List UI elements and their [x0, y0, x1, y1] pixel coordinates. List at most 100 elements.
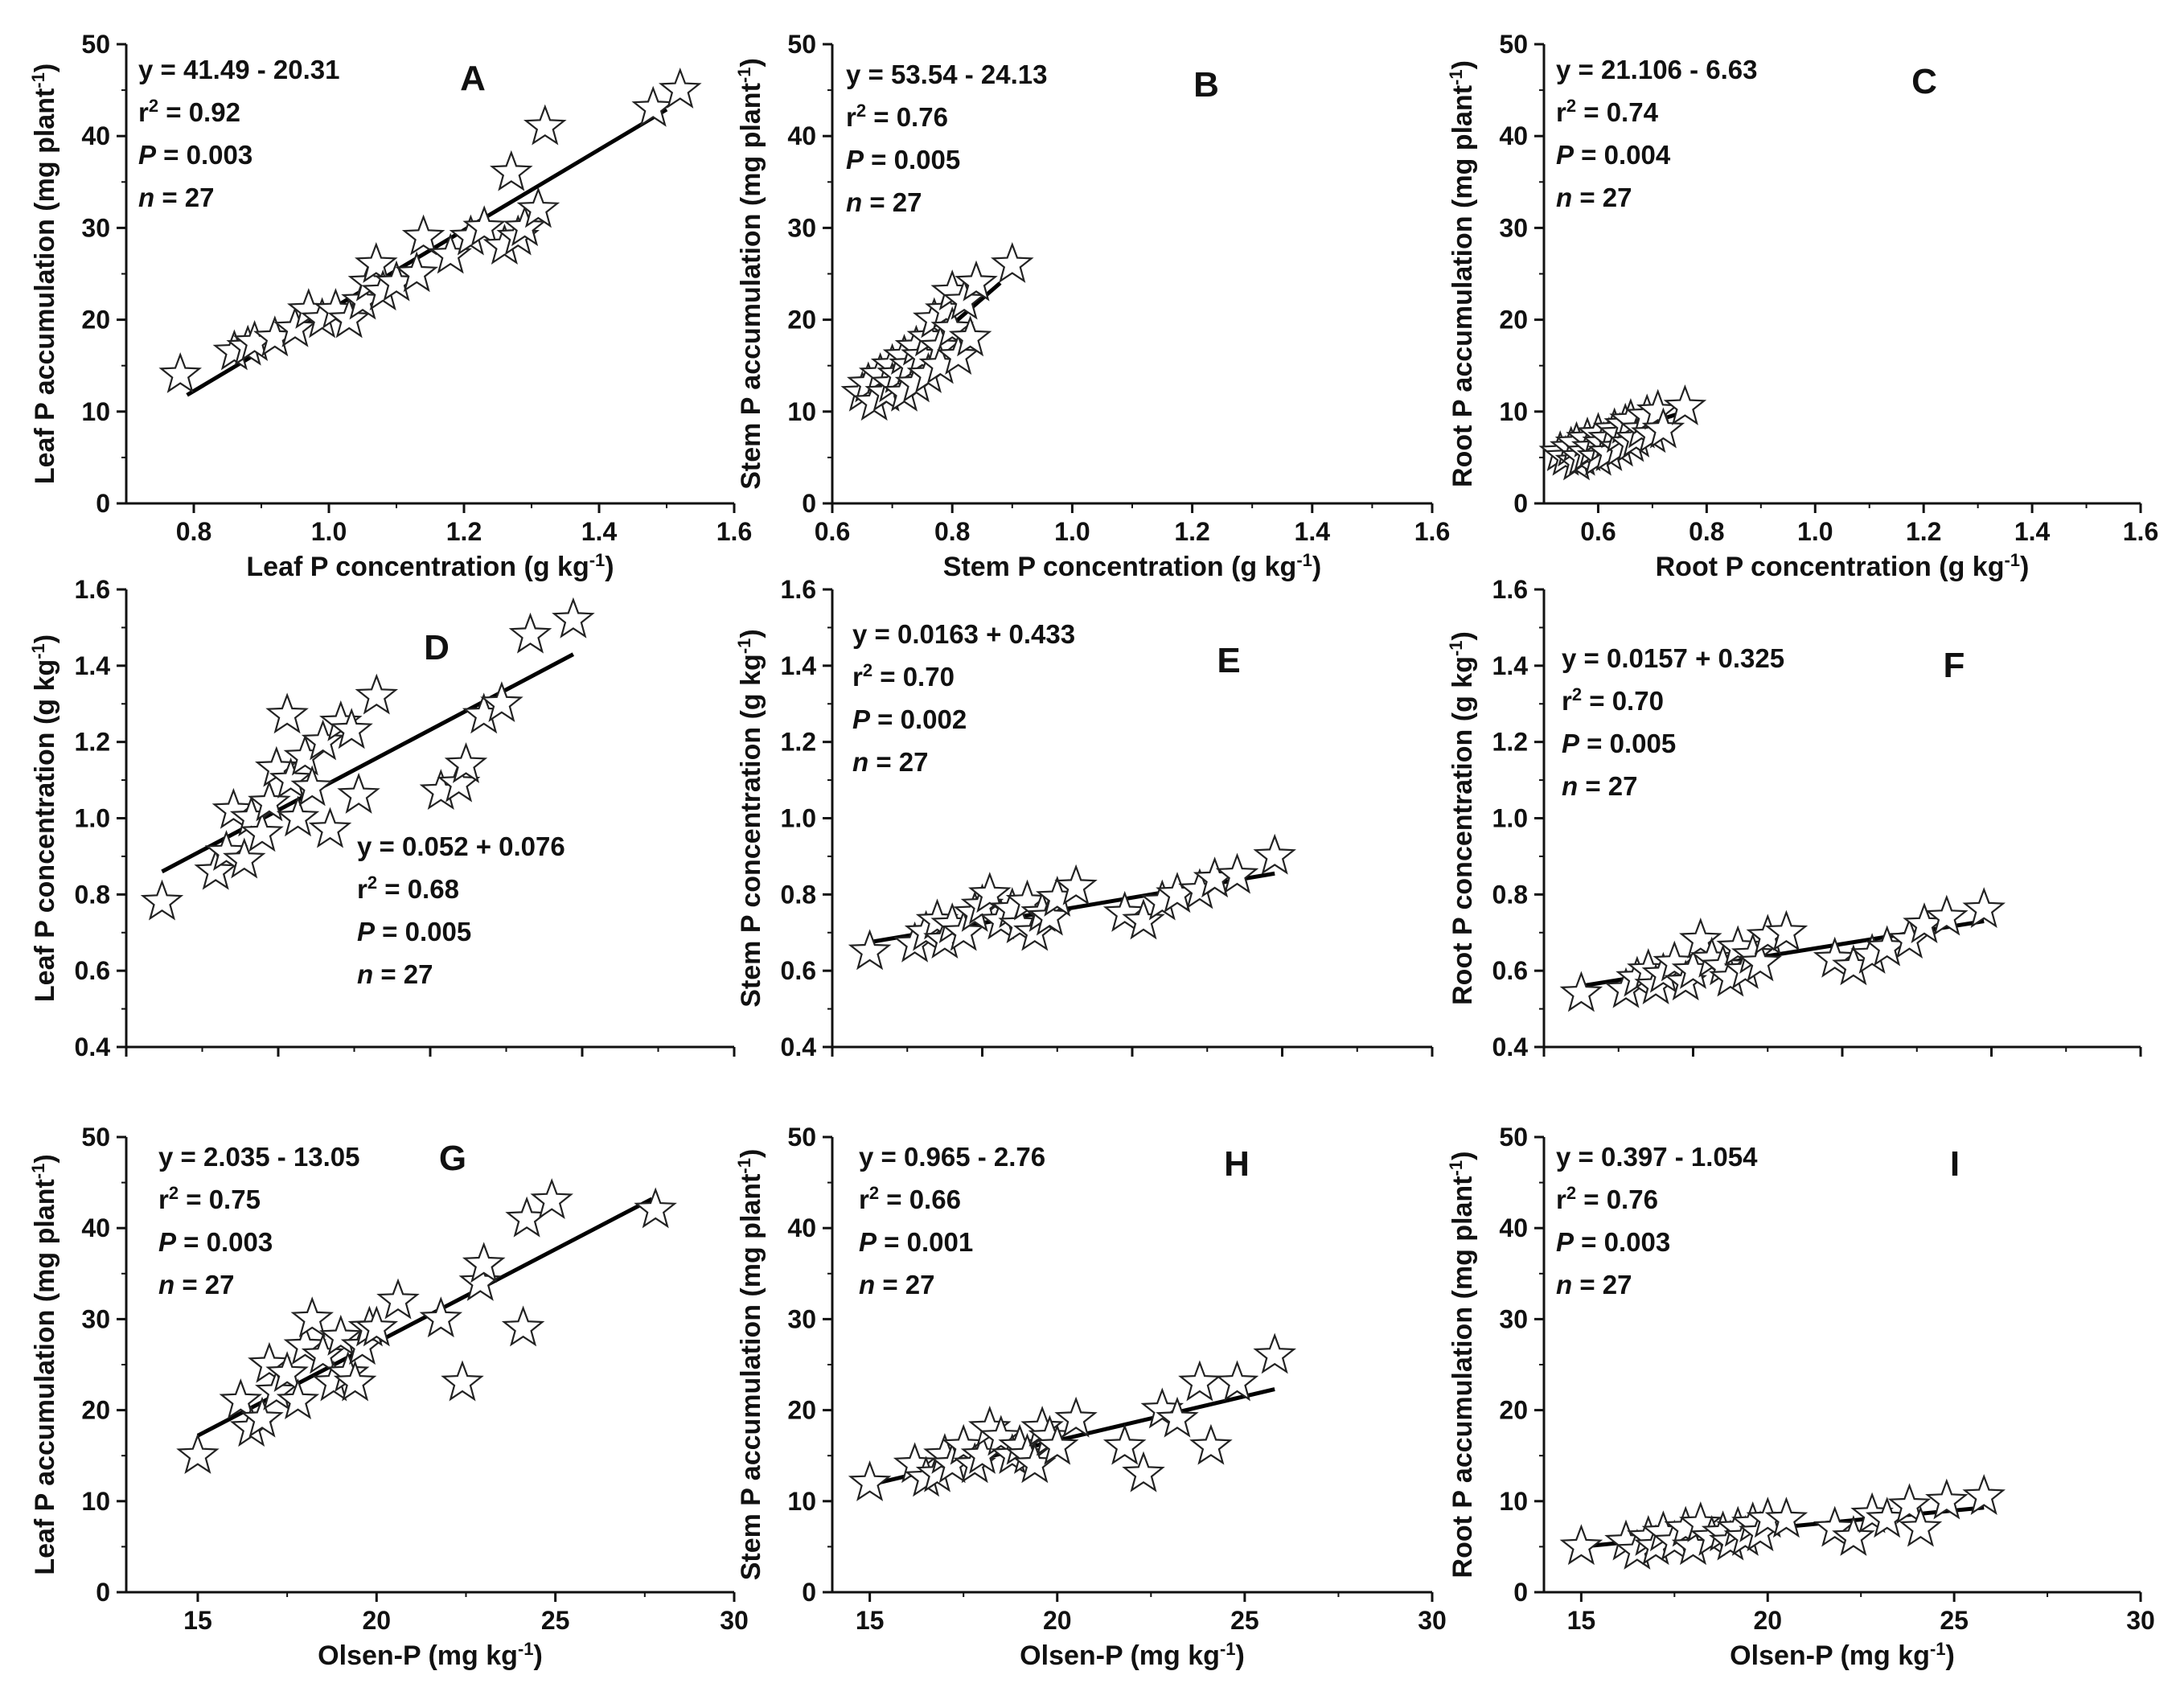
data-point — [211, 787, 256, 829]
sample-size-text: n = 27 — [1562, 771, 1638, 801]
x-tick-label: 30 — [720, 1606, 749, 1635]
data-point — [330, 708, 373, 749]
data-point — [1102, 1423, 1147, 1465]
r-squared-text: r2 = 0.76 — [846, 101, 948, 133]
p-value-symbol: P — [138, 140, 157, 170]
x-axis-title: Olsen-P (mg kg-1) — [318, 1639, 543, 1672]
x-tick-label: 0.8 — [176, 517, 211, 546]
data-point — [1559, 1524, 1603, 1566]
x-tick-label: 20 — [1753, 1606, 1782, 1635]
y-axis-title-close: ) — [30, 634, 60, 643]
x-axis-title-text: Olsen-P (mg kg — [1730, 1640, 1930, 1671]
y-tick-label: 1.4 — [75, 651, 111, 680]
y-axis-title-text: Leaf P accumulation (mg plant — [30, 88, 60, 484]
data-point — [1122, 898, 1165, 940]
equation-text: y = 41.49 - 20.31 — [138, 55, 339, 84]
x-axis-title: Root P concentration (g kg-1) — [1656, 550, 2030, 583]
r-squared-exponent: 2 — [869, 1183, 879, 1203]
x-tick-label: 1.6 — [716, 517, 752, 546]
x-axis-title-close: ) — [1236, 1640, 1245, 1671]
data-point — [1962, 887, 2006, 929]
r-squared-text: r2 = 0.70 — [1562, 684, 1664, 716]
data-point — [955, 260, 998, 302]
data-point — [265, 692, 309, 734]
data-point — [1764, 1497, 1809, 1538]
r-squared-value: = 0.75 — [179, 1185, 261, 1214]
r-squared-text: r2 = 0.66 — [859, 1183, 961, 1215]
equation-text: y = 21.106 - 6.63 — [1556, 55, 1757, 84]
y-tick-label: 50 — [1499, 1123, 1528, 1152]
x-axis-title-close: ) — [2020, 552, 2029, 582]
sample-size-text: n = 27 — [1556, 183, 1632, 212]
sample-size-value: = 27 — [373, 959, 433, 989]
data-point — [501, 1305, 545, 1347]
data-point — [248, 780, 291, 822]
p-value-symbol: P — [1556, 140, 1575, 170]
data-point — [1253, 833, 1296, 875]
y-axis-title-exponent: -1 — [734, 68, 754, 84]
y-tick-label: 40 — [787, 121, 816, 150]
x-tick-label: 0.8 — [1689, 517, 1724, 546]
data-point — [276, 1378, 320, 1420]
p-value-value: = 0.003 — [156, 140, 252, 170]
data-point — [530, 1178, 573, 1220]
r-squared-text: r2 = 0.74 — [1556, 96, 1659, 128]
sample-size-symbol: n — [158, 1270, 174, 1299]
r-squared-exponent: 2 — [863, 660, 872, 680]
panel-letter: E — [1217, 641, 1240, 680]
x-axis-title-exponent: -1 — [1220, 1639, 1236, 1659]
data-point — [140, 879, 184, 921]
y-axis-title-exponent: -1 — [1446, 1160, 1466, 1176]
y-tick-label: 20 — [81, 306, 110, 335]
y-tick-label: 20 — [787, 1396, 816, 1425]
r-squared-symbol: r — [158, 1185, 169, 1214]
p-value-value: = 0.003 — [176, 1227, 273, 1257]
data-point — [308, 807, 352, 848]
data-point — [1036, 1423, 1079, 1465]
y-tick-label: 0 — [96, 1578, 110, 1607]
r-squared-value: = 0.92 — [158, 97, 240, 127]
y-axis-title-close: ) — [1447, 1152, 1478, 1160]
y-tick-label: 10 — [81, 1487, 110, 1516]
r-squared-value: = 0.74 — [1576, 97, 1658, 127]
data-point — [1156, 1396, 1199, 1438]
x-tick-label: 20 — [1043, 1606, 1072, 1635]
r-squared-symbol: r — [357, 874, 367, 904]
data-point — [376, 1278, 420, 1320]
data-point — [248, 1341, 291, 1383]
x-tick-label: 1.6 — [1414, 517, 1450, 546]
r-squared-symbol: r — [859, 1185, 869, 1214]
data-point — [1925, 894, 1969, 936]
panel-a: 0 10 20 30 40 50 0.8 1.0 1.2 1.4 1.6 Leaf P concent… — [28, 30, 753, 582]
p-value-text: P = 0.005 — [846, 145, 960, 174]
y-tick-label: 10 — [787, 397, 816, 426]
x-axis-title-exponent: -1 — [2004, 550, 2020, 570]
x-tick-label: 1.0 — [1797, 517, 1833, 546]
equation-text: y = 2.035 - 13.05 — [158, 1142, 359, 1172]
panel-letter: H — [1224, 1144, 1250, 1184]
data-point — [1679, 918, 1722, 959]
r-squared-exponent: 2 — [1572, 684, 1582, 704]
x-tick-label: 1.6 — [2123, 517, 2158, 546]
x-tick-label: 25 — [1940, 1606, 1969, 1635]
x-axis-title-exponent: -1 — [1930, 1639, 1946, 1659]
x-tick-label: 1.0 — [1054, 517, 1090, 546]
y-axis-title: Root P accumulation (mg plant-1) — [1446, 60, 1479, 487]
p-value-text: P = 0.005 — [1562, 729, 1676, 758]
data-point — [503, 205, 547, 247]
y-axis-title-exponent: -1 — [734, 1158, 754, 1174]
p-value-text: P = 0.003 — [158, 1227, 273, 1257]
r-squared-symbol: r — [1562, 686, 1572, 716]
r-squared-symbol: r — [1556, 1185, 1566, 1214]
y-tick-label: 0 — [96, 489, 110, 518]
x-axis-title: Olsen-P (mg kg-1) — [1730, 1639, 1955, 1672]
sample-size-symbol: n — [846, 187, 862, 217]
p-value-symbol: P — [859, 1227, 877, 1257]
p-value-symbol: P — [1562, 729, 1580, 758]
r-squared-exponent: 2 — [1566, 1183, 1576, 1203]
y-tick-label: 1.2 — [75, 728, 110, 757]
y-tick-label: 1.0 — [75, 804, 110, 833]
